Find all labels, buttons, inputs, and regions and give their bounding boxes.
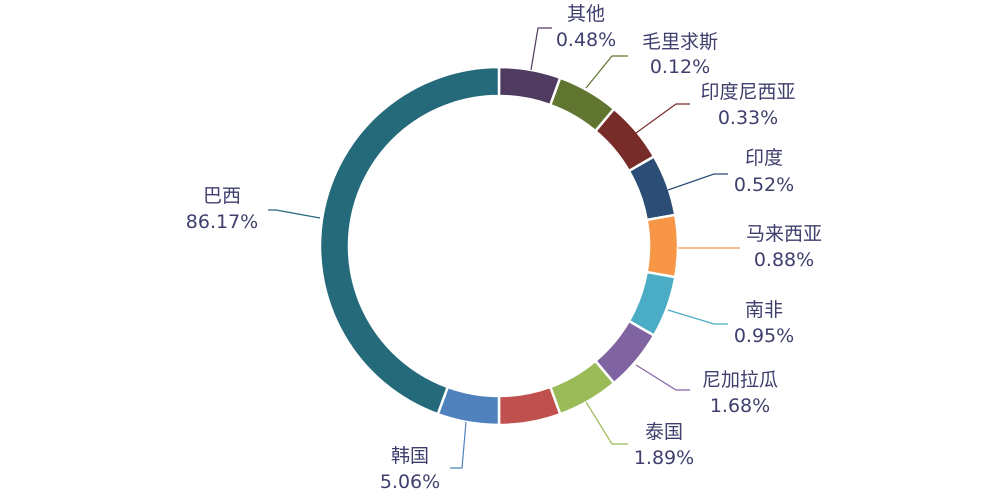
slice-value-label-2: 0.33% xyxy=(718,107,778,129)
leader-line-5 xyxy=(667,309,728,325)
leader-line-1 xyxy=(585,55,628,89)
labels-group: 其他 0.48% 毛里求斯 0.12% 印度尼西亚 0.33% 印度 0.52% 马来西亚 0.8… xyxy=(186,3,822,493)
slice-label-6: 尼加拉瓜 xyxy=(702,369,778,391)
leader-lines-group xyxy=(268,27,740,469)
slice-value-label-4: 0.88% xyxy=(754,249,814,271)
slice-value-label-1: 0.12% xyxy=(650,56,710,78)
leader-line-9 xyxy=(268,209,321,219)
slice-value-label-6: 1.68% xyxy=(710,395,770,417)
slice-label-8: 韩国 xyxy=(391,445,429,467)
slice-value-label-3: 0.52% xyxy=(734,174,794,196)
slice-3 xyxy=(627,154,677,222)
slice-label-1: 毛里求斯 xyxy=(642,31,718,53)
slice-8 xyxy=(436,385,501,427)
slice-4 xyxy=(645,213,680,279)
slice-value-label-5: 0.95% xyxy=(734,325,794,347)
slice-label-2: 印度尼西亚 xyxy=(700,81,795,103)
leader-line-6 xyxy=(635,364,690,391)
slice-unlabeled xyxy=(497,385,562,427)
slices-group xyxy=(318,65,680,427)
leader-line-0 xyxy=(530,27,552,71)
slice-label-5: 南非 xyxy=(745,299,783,321)
leader-line-7 xyxy=(585,401,628,445)
slice-label-7: 泰国 xyxy=(645,421,683,443)
slice-label-3: 印度 xyxy=(745,147,783,169)
leader-line-2 xyxy=(635,103,690,134)
slice-9 xyxy=(318,65,501,416)
leader-line-8 xyxy=(450,421,467,469)
slice-value-label-8: 5.06% xyxy=(380,471,440,493)
slice-value-label-0: 0.48% xyxy=(556,29,616,51)
slice-0 xyxy=(497,65,562,107)
leader-line-3 xyxy=(667,173,728,191)
slice-label-4: 马来西亚 xyxy=(746,223,822,245)
slice-label-0: 其他 xyxy=(567,3,605,25)
slice-value-label-7: 1.89% xyxy=(634,447,694,469)
slice-label-9: 巴西 xyxy=(203,185,241,207)
slice-value-label-9: 86.17% xyxy=(186,211,258,233)
